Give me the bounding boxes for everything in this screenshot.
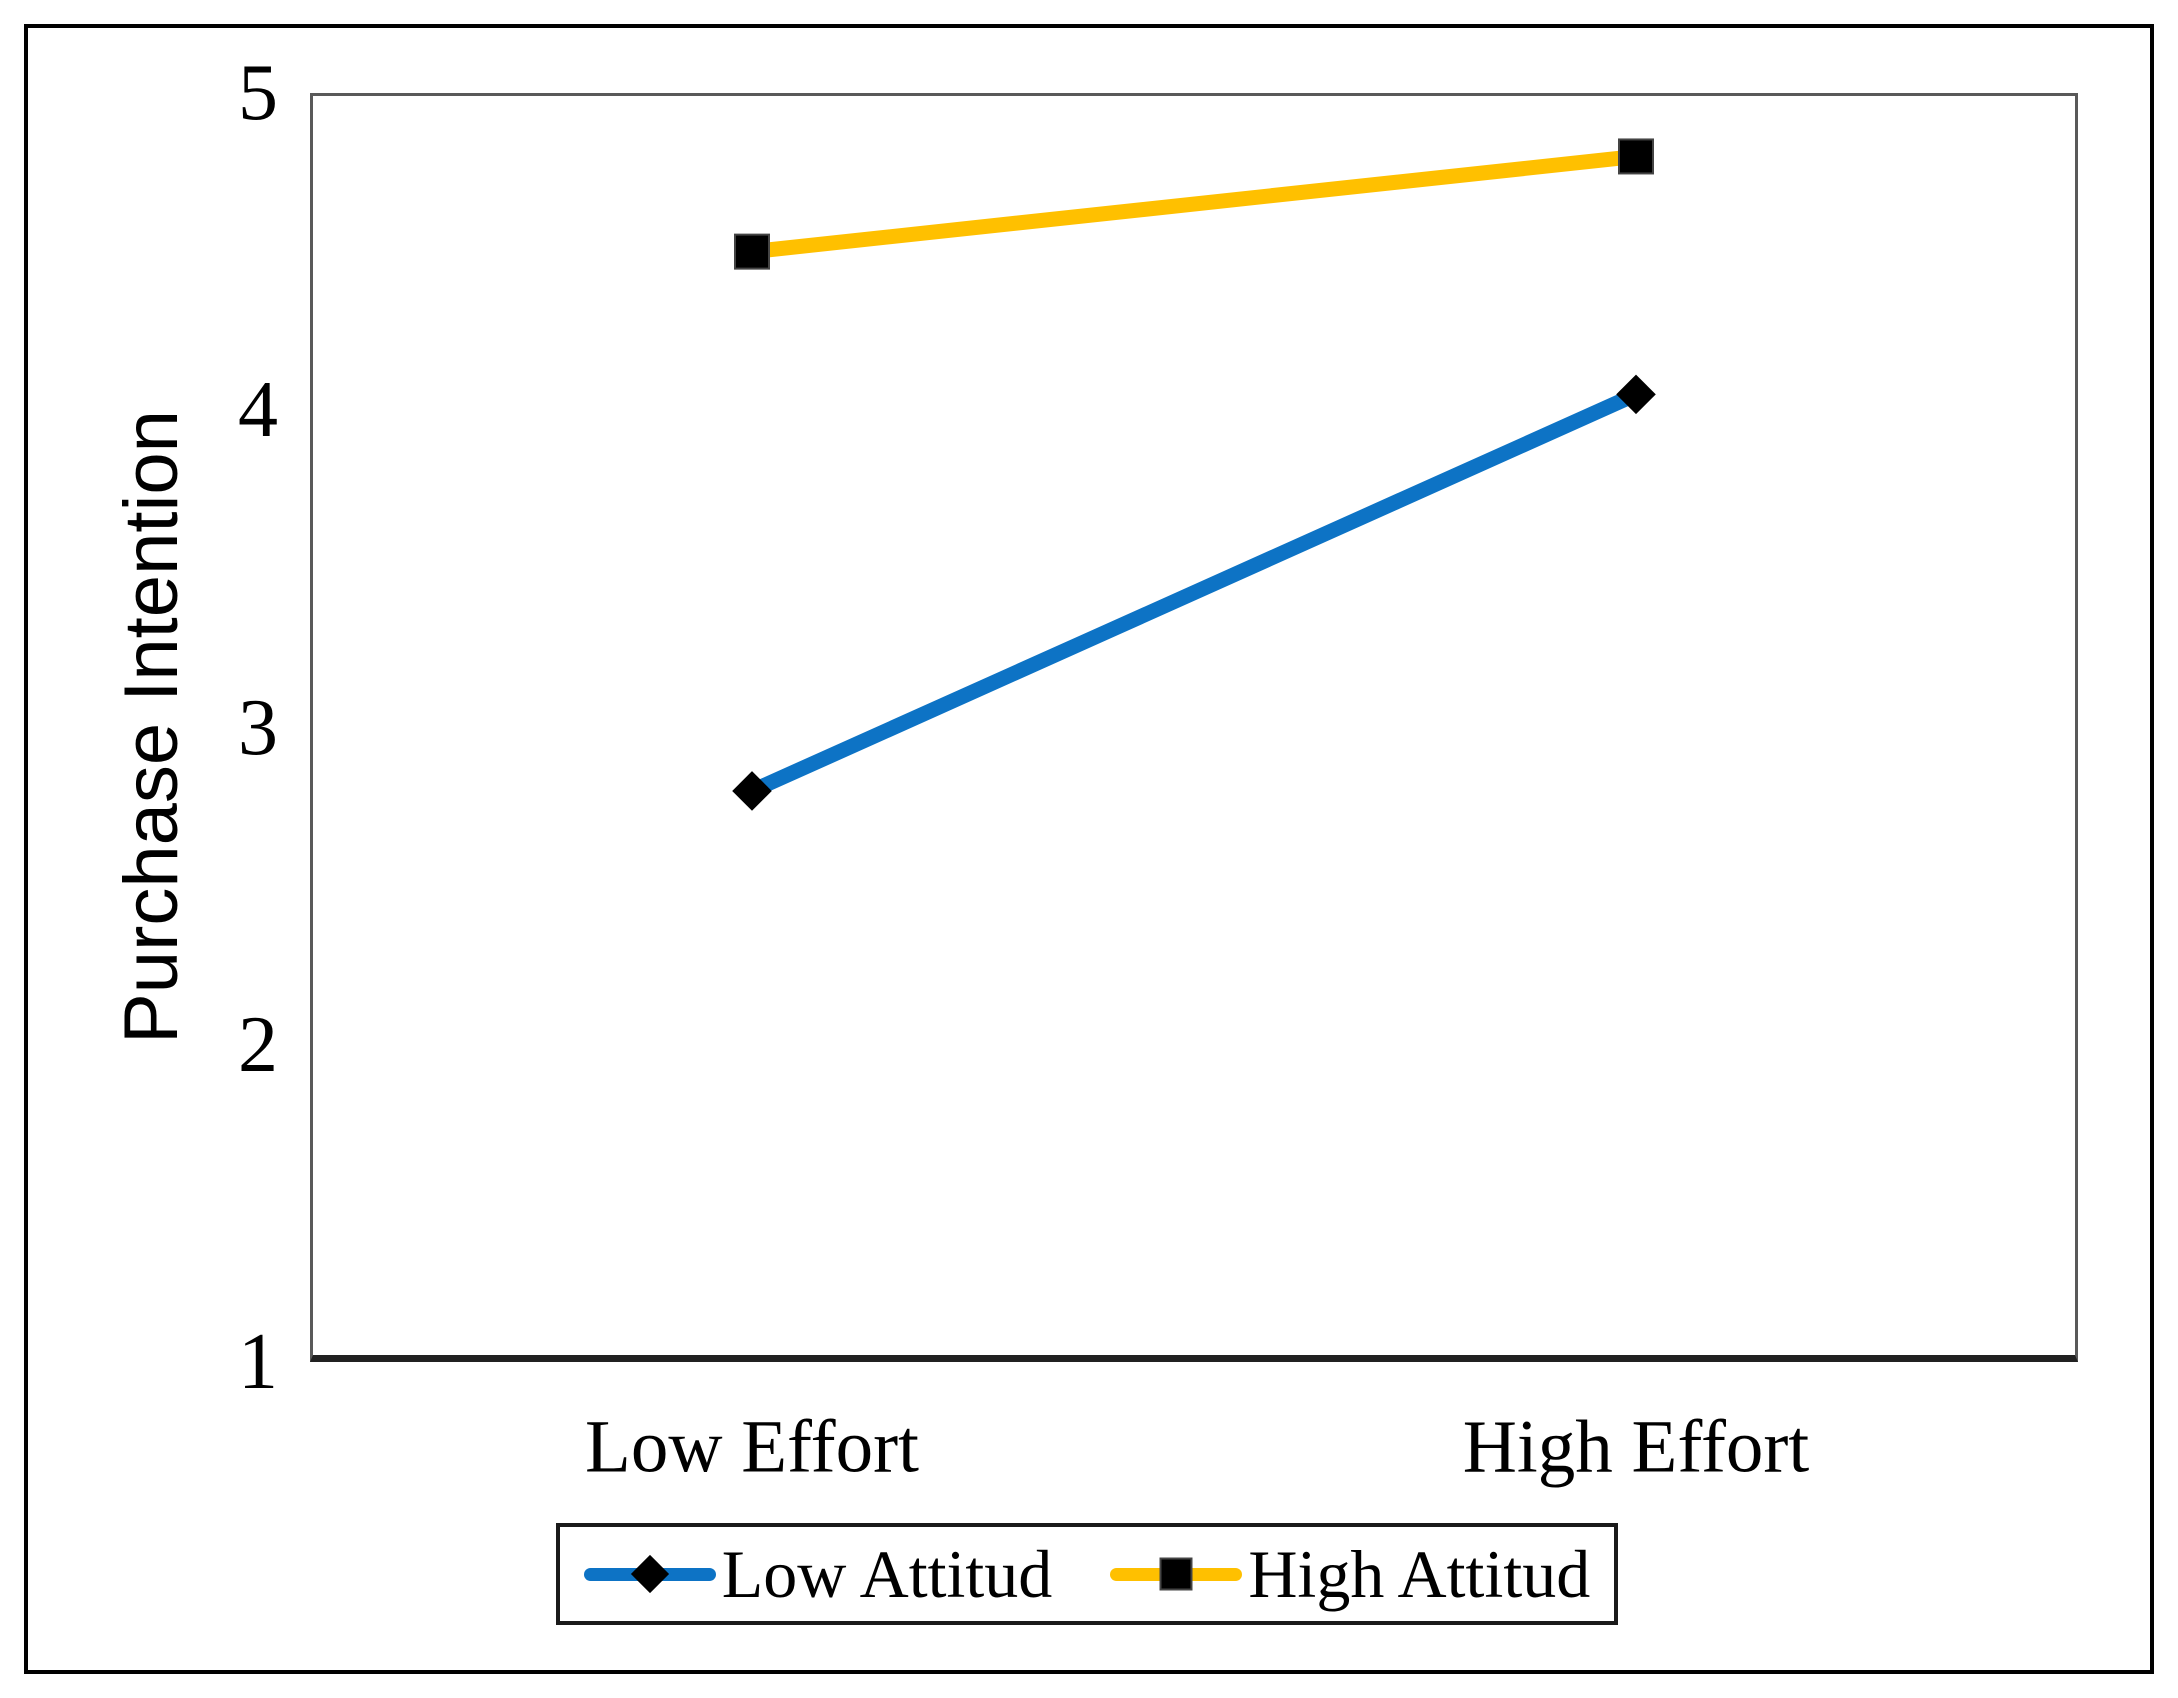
diamond-marker-icon bbox=[630, 1554, 669, 1594]
y-tick-label-2: 2 bbox=[238, 1000, 278, 1089]
series-line-low-attitud bbox=[744, 386, 1644, 799]
x-category-label-low-effort: Low Effort bbox=[585, 1405, 919, 1489]
diamond-marker-icon bbox=[732, 771, 772, 811]
plot-area bbox=[310, 93, 2078, 1362]
y-tick-label-3: 3 bbox=[238, 683, 278, 772]
square-marker-icon bbox=[734, 233, 770, 270]
legend-label-high-attitud: High Attitud bbox=[1248, 1536, 1591, 1612]
y-tick-label-4: 4 bbox=[238, 366, 278, 455]
x-category-label-high-effort: High Effort bbox=[1462, 1405, 1810, 1489]
square-marker-icon bbox=[1618, 138, 1654, 175]
y-tick-label-1: 1 bbox=[238, 1318, 278, 1406]
legend-item-low-attitud: Low Attitud bbox=[583, 1536, 1053, 1612]
figure-border bbox=[24, 24, 2154, 1674]
legend-item-high-attitud: High Attitud bbox=[1110, 1540, 1590, 1608]
square-marker-icon bbox=[1159, 1557, 1193, 1591]
series-line-high-attitud bbox=[744, 148, 1644, 260]
legend-box: Low Attitud High Attitud bbox=[556, 1523, 1618, 1625]
legend-label-low-attitud: Low Attitud bbox=[721, 1536, 1053, 1612]
legend-line-swatch-yellow bbox=[1110, 1557, 1243, 1591]
legend-line-swatch-blue bbox=[583, 1554, 716, 1594]
y-tick-label-5: 5 bbox=[238, 49, 278, 137]
